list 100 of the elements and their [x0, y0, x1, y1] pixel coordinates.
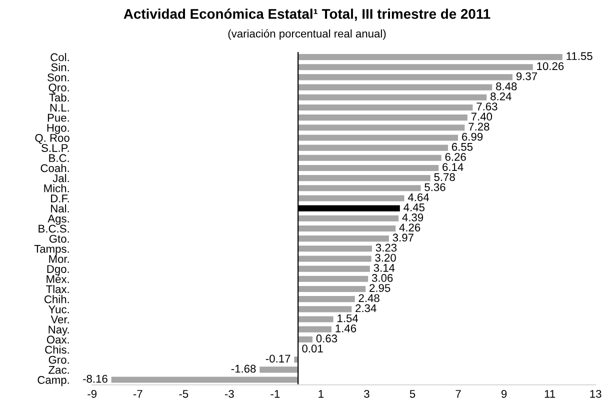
- x-tick-label: -1: [270, 390, 280, 398]
- y-tick-label: Méx.: [46, 274, 69, 284]
- data-label: 6.26: [445, 153, 466, 161]
- data-label: 4.64: [408, 193, 429, 202]
- y-tick-label: Mor.: [49, 255, 69, 263]
- data-label: 0.01: [302, 344, 323, 352]
- data-label: -1.68: [231, 364, 256, 373]
- data-label: 4.26: [399, 224, 420, 232]
- x-tick-label: -9: [88, 390, 97, 398]
- bar: [298, 256, 372, 262]
- data-label: 5.36: [424, 183, 446, 192]
- data-label: 6.99: [462, 132, 483, 141]
- bar: [298, 164, 439, 171]
- bar: [298, 306, 352, 312]
- data-label: 3.23: [376, 244, 397, 252]
- bar: [298, 336, 312, 342]
- y-tick-label: Zac.: [48, 366, 69, 374]
- y-tick-label: D.F.: [51, 194, 69, 202]
- y-tick-label: Dgo.: [47, 265, 69, 276]
- bar: [298, 124, 465, 131]
- data-label: 6.55: [452, 142, 473, 151]
- data-label: 0.63: [316, 334, 338, 342]
- bar: [298, 316, 334, 322]
- bar: [298, 225, 396, 232]
- y-tick-label: B.C.S.: [38, 224, 69, 233]
- bar: [298, 246, 372, 252]
- data-label: 11.55: [566, 52, 592, 60]
- y-tick-label: Pue.: [48, 114, 69, 122]
- y-tick-label: Gto.: [49, 234, 69, 243]
- x-tick-label: 13: [590, 390, 602, 398]
- x-tick-label: 9: [501, 390, 507, 398]
- x-tick-label: 11: [544, 390, 556, 398]
- bar: [260, 366, 298, 373]
- bar: [298, 134, 458, 141]
- x-tick-label: -3: [224, 390, 234, 398]
- chart-subtitle: (variación porcentual real anual): [228, 29, 386, 40]
- y-tick-label: Hgo.: [47, 124, 69, 134]
- data-label: 4.45: [404, 204, 424, 212]
- y-tick-label: Son.: [48, 73, 69, 82]
- y-tick-label: N.L.: [50, 104, 69, 112]
- bar: [298, 54, 562, 60]
- bar: [298, 296, 355, 302]
- x-tick-label: 3: [364, 390, 370, 398]
- data-label: 7.40: [471, 112, 492, 121]
- y-tick-label: Camp.: [38, 376, 69, 386]
- data-label: 3.97: [392, 234, 414, 242]
- data-label: 9.37: [516, 72, 538, 80]
- y-tick-label: Yuc.: [48, 306, 69, 314]
- y-tick-label: Gro.: [48, 356, 69, 364]
- bar: [298, 84, 492, 90]
- x-tick-label: -7: [133, 390, 142, 398]
- x-tick-label: 1: [318, 390, 324, 398]
- bar: [298, 215, 399, 222]
- data-label: 8.48: [496, 82, 517, 90]
- y-tick-label: Q. Roo: [35, 134, 70, 144]
- bar: [298, 326, 332, 332]
- data-label: 5.78: [434, 173, 455, 182]
- data-label: -8.16: [83, 374, 108, 383]
- bar: [298, 114, 468, 121]
- data-label: 7.28: [468, 122, 490, 131]
- data-label: 8.24: [490, 92, 512, 100]
- y-tick-label: Chih.: [44, 295, 69, 304]
- data-label: 1.54: [338, 314, 358, 322]
- data-label: 3.14: [374, 264, 395, 272]
- y-tick-label: B.C.: [49, 154, 69, 162]
- bar: [298, 236, 389, 242]
- data-label: 2.34: [356, 304, 376, 312]
- data-label: 10.26: [537, 62, 564, 70]
- y-tick-label: Tlax.: [46, 284, 69, 294]
- bar: [298, 154, 442, 161]
- y-tick-label: Ags.: [48, 214, 69, 225]
- y-tick-label: Col.: [50, 53, 69, 62]
- x-tick-label: 7: [456, 390, 461, 398]
- bar: [298, 175, 430, 182]
- data-label: 2.48: [358, 294, 380, 302]
- y-tick-label: Jal.: [52, 174, 69, 182]
- y-tick-label: Coah.: [40, 164, 69, 172]
- y-tick-label: Qro.: [48, 84, 69, 94]
- y-tick-label: Mich.: [44, 184, 69, 192]
- bar: [111, 376, 298, 383]
- bar: [298, 185, 421, 192]
- bar: [298, 144, 448, 151]
- y-tick-label: Nay.: [48, 326, 69, 336]
- data-label: 1.46: [336, 324, 356, 332]
- y-tick-label: Ver.: [50, 316, 69, 324]
- bar: [298, 266, 370, 272]
- bar: [298, 286, 366, 292]
- bar: [298, 64, 533, 70]
- y-tick-label: Nal.: [51, 204, 69, 212]
- y-tick-label: Chis.: [45, 345, 69, 354]
- bar: [298, 276, 368, 282]
- data-label: 3.20: [375, 254, 396, 262]
- data-label: 6.14: [442, 163, 464, 171]
- bar: [298, 94, 487, 100]
- y-tick-label: Sin.: [51, 63, 69, 72]
- x-tick-label: 5: [410, 390, 416, 398]
- bar: [298, 104, 473, 110]
- bar: [298, 74, 513, 80]
- bar: [298, 195, 404, 202]
- data-label: -0.17: [266, 354, 290, 363]
